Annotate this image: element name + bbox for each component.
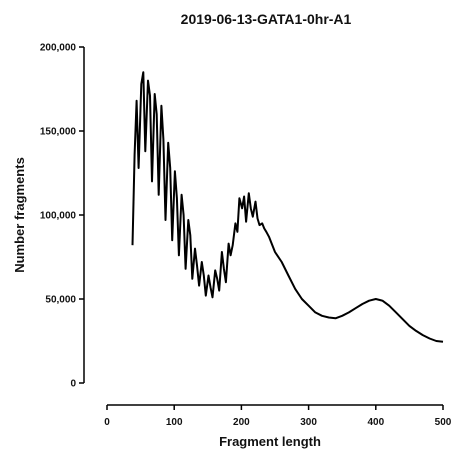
- x-tick-label: 400: [367, 417, 384, 428]
- chart-title: 2019-06-13-GATA1-0hr-A1: [181, 11, 352, 27]
- x-axis: 0 100 200 300 400 500: [104, 404, 452, 428]
- y-axis-label: Number fragments: [12, 157, 27, 273]
- y-tick-label: 50,000: [45, 295, 76, 306]
- y-tick-label: 200,000: [40, 43, 77, 54]
- x-tick-label: 300: [300, 417, 317, 428]
- x-axis-label: Fragment length: [219, 434, 321, 449]
- plot-area: [131, 71, 444, 343]
- x-tick-label: 100: [166, 417, 183, 428]
- x-tick-label: 500: [435, 417, 452, 428]
- x-tick-label: 0: [104, 417, 110, 428]
- series-line: [131, 71, 444, 343]
- y-axis: 0 50,000 100,000 150,000 200,000: [40, 43, 85, 390]
- y-tick-label: 0: [70, 379, 76, 390]
- y-tick-label: 100,000: [40, 211, 77, 222]
- y-tick-label: 150,000: [40, 127, 77, 138]
- x-tick-label: 200: [233, 417, 250, 428]
